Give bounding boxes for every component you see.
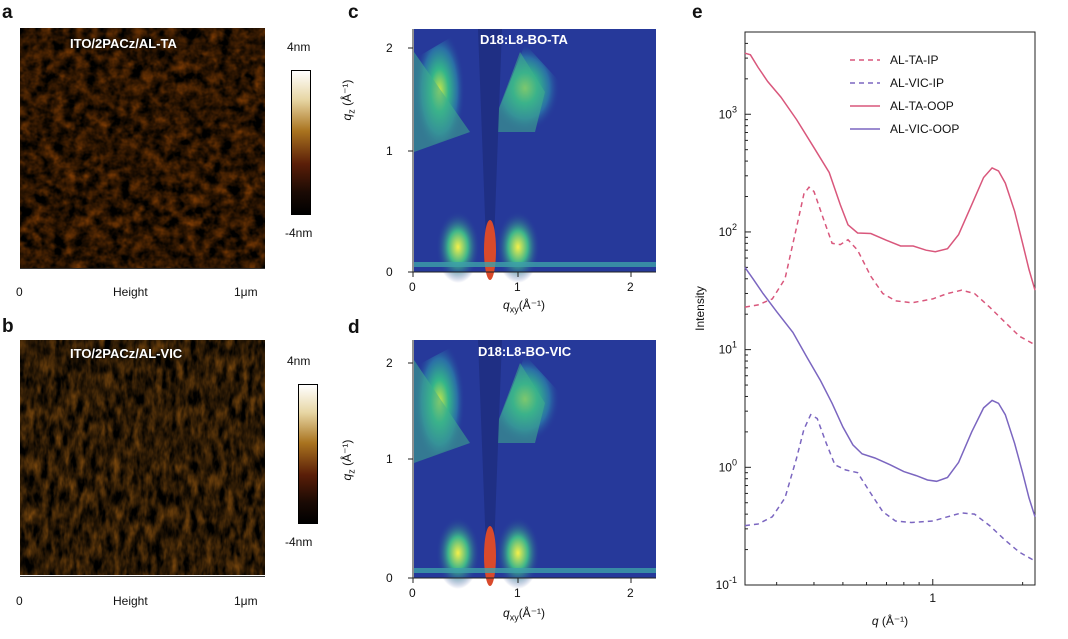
- xtick-label-ta-0: 0: [409, 280, 416, 294]
- ytick-label-ta-0: 0: [386, 265, 393, 279]
- giwaxs-plot-ta: [408, 29, 656, 283]
- ylabel-vic-var: q: [340, 473, 354, 481]
- giwaxs-lobe-right-core-ta: [490, 52, 545, 132]
- giwaxs-horizon-vic: [414, 568, 656, 573]
- series-line-al-vic-ip: [744, 413, 1036, 562]
- panel-letter-a: a: [2, 2, 13, 23]
- series-line-al-ta-oop: [744, 52, 1036, 291]
- panel-letter-d: d: [348, 317, 360, 338]
- scale-mid-b: Height: [113, 594, 148, 608]
- ytick-exp-e-3: 2: [732, 222, 737, 232]
- giwaxs-label-ta: D18:L8-BO-TA: [480, 32, 568, 47]
- afm-image-ta: ITO/2PACz/AL-TA: [20, 28, 265, 268]
- ylabel-e: Intensity: [693, 286, 707, 331]
- xlabel-e-var: q: [872, 614, 879, 628]
- series-line-al-vic-oop: [744, 266, 1036, 518]
- giwaxs-lobe-left-core-ta: [414, 52, 470, 152]
- xtick-label-ta-1: 1: [514, 280, 521, 294]
- colorbar-min-a: -4nm: [285, 226, 313, 240]
- colorbar-max-b: 4nm: [287, 354, 311, 368]
- xlabel-ta-var: q: [503, 298, 510, 312]
- giwaxs-specular-vic: [484, 526, 496, 586]
- giwaxs-lobe-left-core-vic: [414, 360, 470, 463]
- legend-label-al-ta-ip: AL-TA-IP: [890, 53, 938, 67]
- ylabel-vic-unit: (Å⁻¹): [340, 439, 354, 470]
- giwaxs-horizon-ta: [414, 262, 656, 267]
- afm-texture-vic: [20, 340, 265, 575]
- giwaxs-specular-ta: [484, 220, 496, 280]
- ytick-label-vic-2: 2: [386, 356, 393, 370]
- afm-label-vic: ITO/2PACz/AL-VIC: [70, 346, 183, 361]
- ylabel-ta: qz (Å⁻¹): [340, 60, 356, 140]
- scale-bar-a: [20, 268, 265, 269]
- ytick-exp-e-1: 0: [732, 457, 737, 467]
- chart-frame: [744, 31, 1036, 586]
- xtick-label-vic-2: 2: [627, 586, 634, 600]
- scale-max-a: 1μm: [234, 285, 258, 299]
- ytick-label-vic-1: 1: [386, 452, 393, 466]
- ytick-exp-e-0: -1: [729, 575, 737, 585]
- xtick-label-vic-1: 1: [514, 586, 521, 600]
- colorbar-min-b: -4nm: [285, 535, 313, 549]
- series-line-al-ta-ip: [744, 186, 1036, 346]
- ytick-label-e-3: 102: [719, 222, 737, 239]
- ylabel-vic: qz (Å⁻¹): [340, 420, 356, 500]
- afm-image-vic: ITO/2PACz/AL-VIC: [20, 340, 265, 575]
- giwaxs-wedge-ta: [478, 29, 502, 270]
- ytick-label-ta-2: 2: [386, 41, 393, 55]
- panel-letter-e: e: [692, 2, 703, 23]
- scale-min-b: 0: [16, 594, 23, 608]
- xtick-label-vic-0: 0: [409, 586, 416, 600]
- xlabel-e-unit: (Å⁻¹): [879, 613, 909, 628]
- scale-mid-a: Height: [113, 285, 148, 299]
- xtick-label-e-0: 1: [929, 591, 936, 605]
- colorbar-max-a: 4nm: [287, 40, 311, 54]
- scale-bar-b: [20, 576, 265, 577]
- afm-label-ta: ITO/2PACz/AL-TA: [70, 36, 177, 51]
- legend-label-al-vic-ip: AL-VIC-IP: [890, 76, 944, 90]
- panel-letter-c: c: [348, 2, 359, 23]
- scale-min-a: 0: [16, 285, 23, 299]
- ytick-exp-e-2: 1: [732, 340, 737, 350]
- giwaxs-plot-vic: [408, 340, 656, 589]
- scale-max-b: 1μm: [234, 594, 258, 608]
- xlabel-vic-sub: xy: [509, 612, 519, 623]
- ylabel-ta-var: q: [340, 113, 354, 121]
- giwaxs-lobe-right-core-vic: [490, 363, 545, 443]
- afm-texture-ta: [20, 28, 265, 268]
- ylabel-ta-sub: z: [346, 109, 357, 114]
- panel-letter-b: b: [2, 316, 14, 337]
- ytick-label-e-0: 10-1: [716, 575, 737, 592]
- legend-label-al-ta-oop: AL-TA-OOP: [890, 99, 954, 113]
- xlabel-e: q (Å⁻¹): [872, 613, 908, 628]
- ylabel-vic-sub: z: [346, 469, 357, 474]
- colorbar-a: [291, 70, 311, 215]
- ytick-label-vic-0: 0: [386, 571, 393, 585]
- xlabel-vic: qxy(Å⁻¹): [503, 606, 545, 622]
- ytick-label-e-2: 101: [719, 340, 737, 357]
- colorbar-b: [298, 384, 318, 524]
- xtick-label-ta-2: 2: [627, 280, 634, 294]
- giwaxs-wedge-vic: [478, 340, 502, 576]
- xlabel-ta: qxy(Å⁻¹): [503, 298, 545, 314]
- ytick-label-ta-1: 1: [386, 144, 393, 158]
- giwaxs-label-vic: D18:L8-BO-VIC: [478, 344, 572, 359]
- ytick-exp-e-4: 3: [732, 104, 737, 114]
- xlabel-ta-unit: (Å⁻¹): [518, 298, 546, 312]
- ytick-label-e-4: 103: [719, 104, 737, 121]
- xlabel-vic-var: q: [503, 606, 510, 620]
- xlabel-ta-sub: xy: [509, 304, 519, 315]
- xlabel-vic-unit: (Å⁻¹): [518, 606, 546, 620]
- ylabel-ta-unit: (Å⁻¹): [340, 79, 354, 110]
- legend-label-al-vic-oop: AL-VIC-OOP: [890, 122, 959, 136]
- ytick-label-e-1: 100: [719, 457, 737, 474]
